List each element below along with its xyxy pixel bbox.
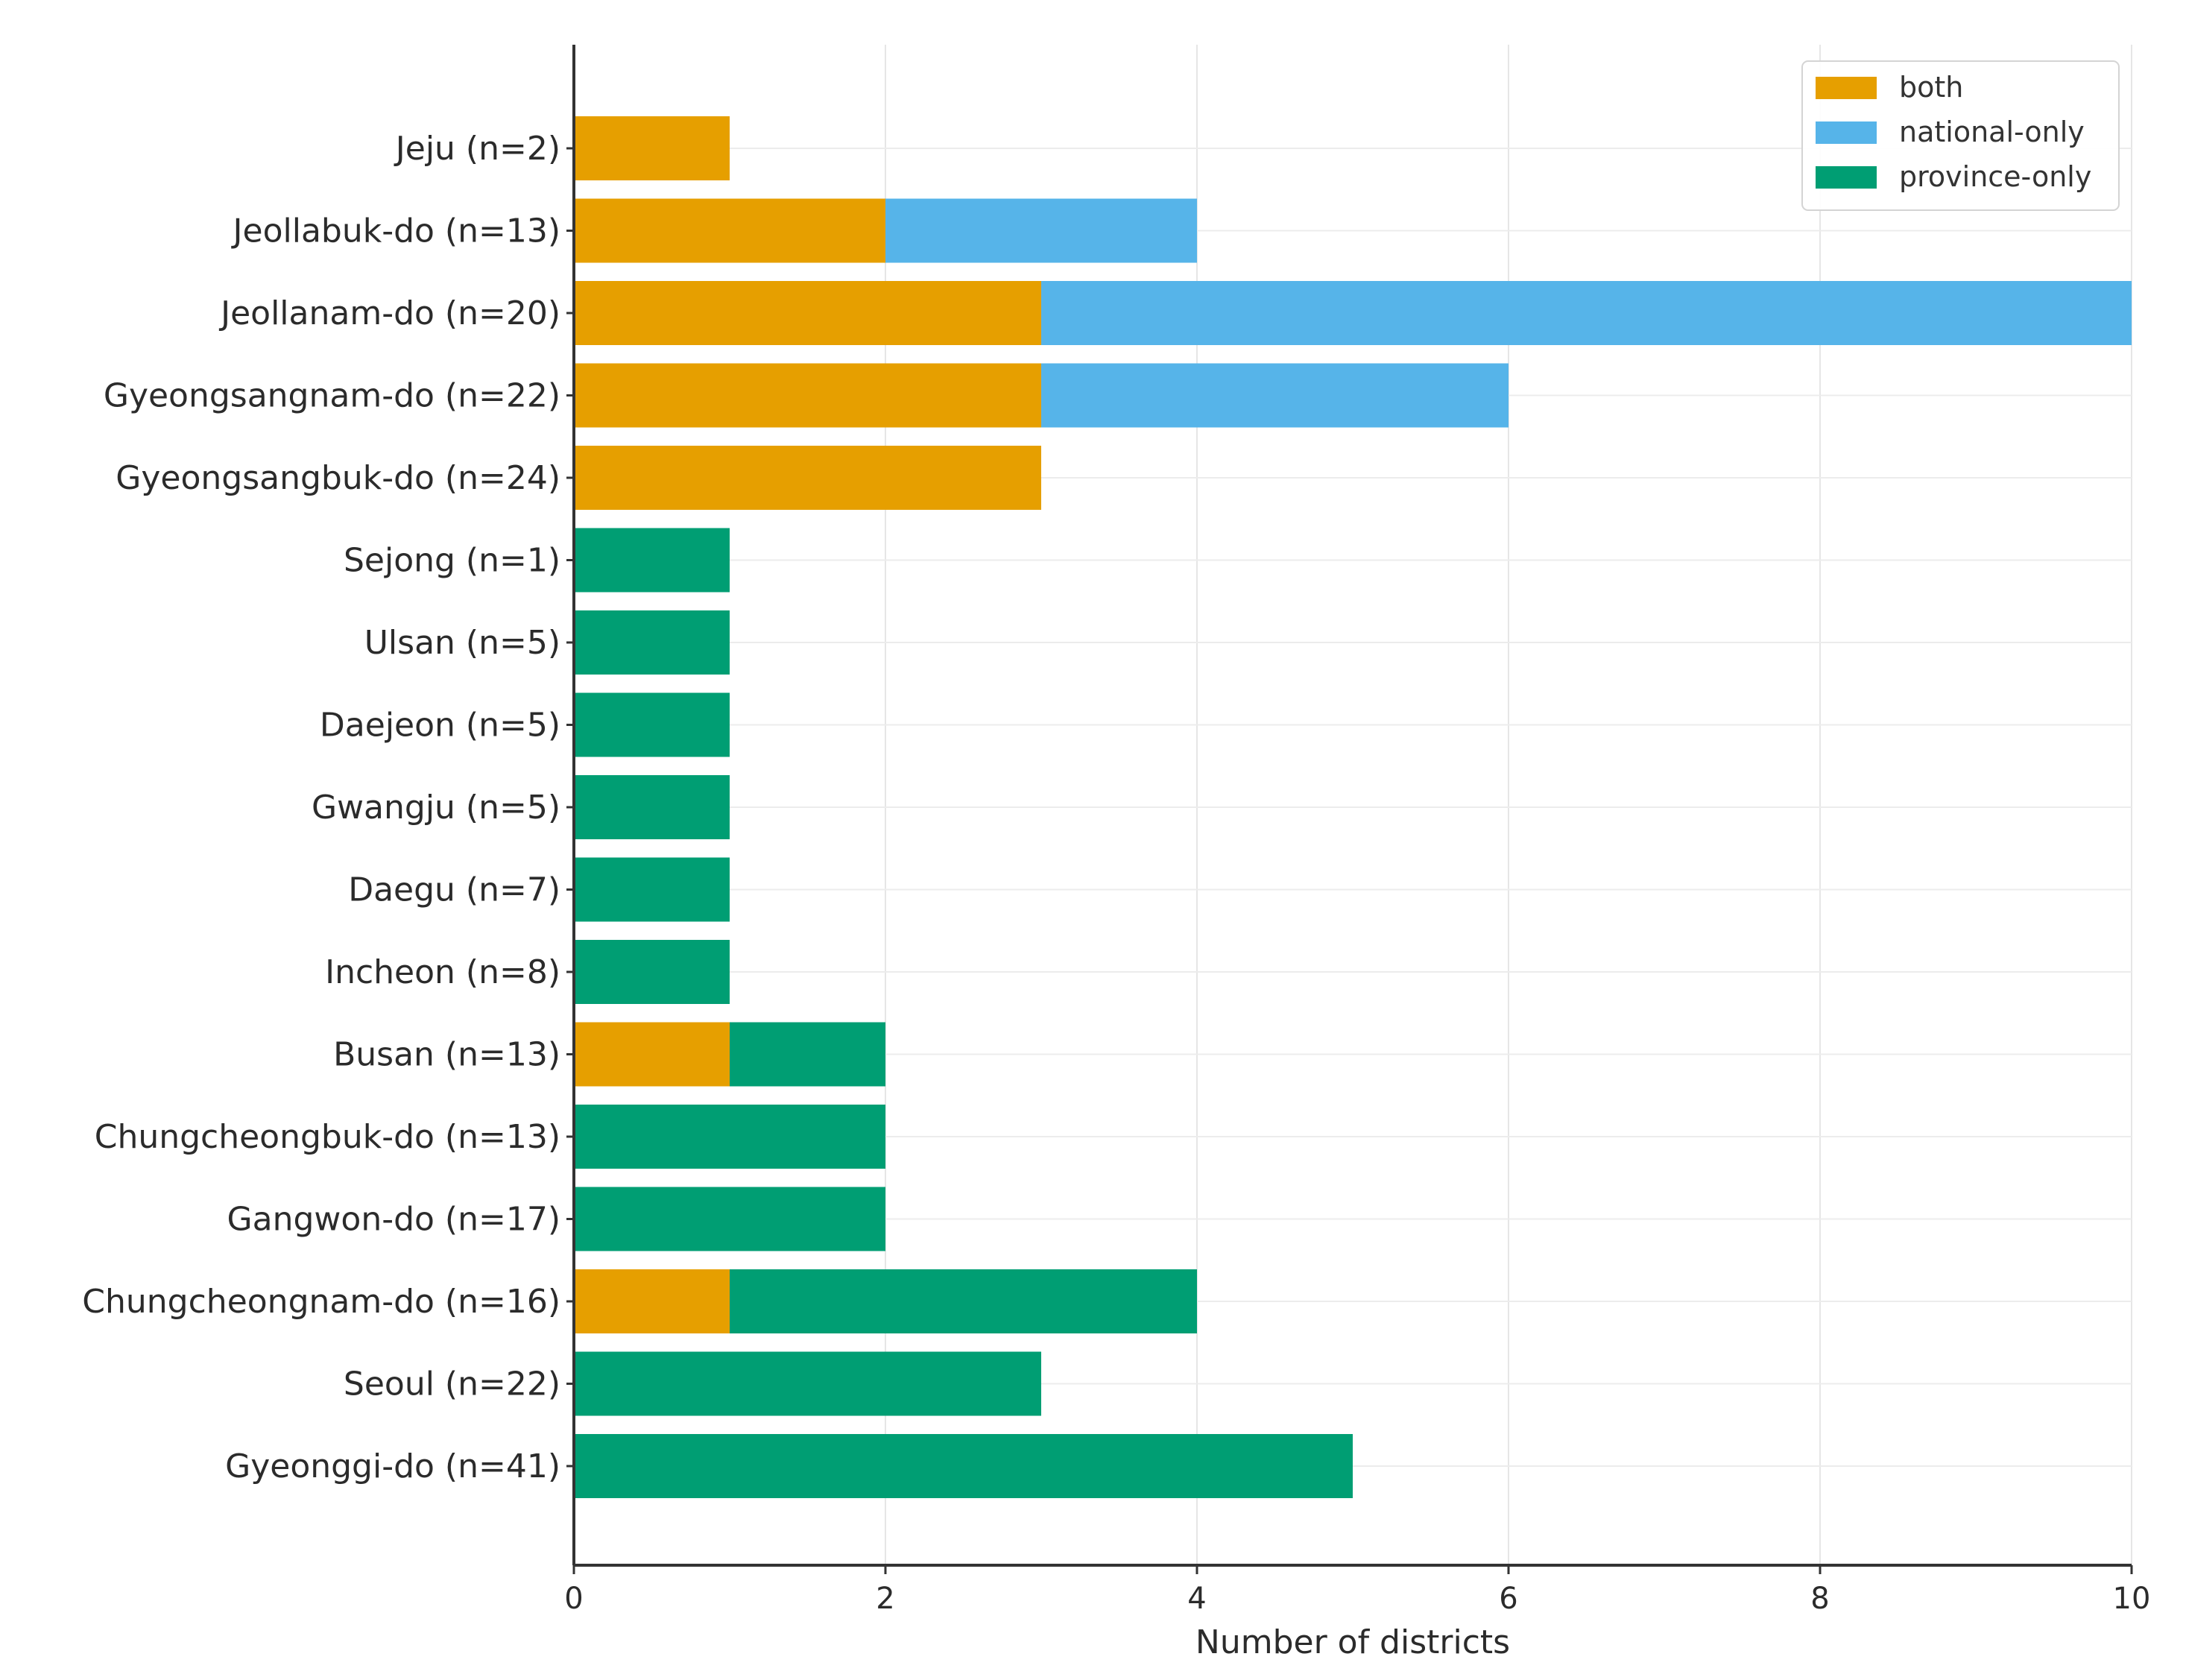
legend: both national-only province-only <box>1801 60 2120 211</box>
bar-segment-province-only <box>730 1269 1197 1333</box>
legend-swatch-both <box>1816 77 1877 99</box>
bar-segment-province-only <box>574 1351 1041 1416</box>
bar-segment-province-only <box>574 528 730 593</box>
x-tick-labels: 0 2 4 6 8 10 <box>564 1582 2150 1616</box>
legend-label-both: both <box>1899 71 1963 104</box>
bar-segment-national-only <box>885 198 1197 263</box>
x-tick-label: 4 <box>1187 1582 1206 1616</box>
grid-lines <box>573 45 2132 1565</box>
y-tick-label: Gangwon-do (n=17) <box>227 1201 560 1239</box>
y-tick-label: Busan (n=13) <box>333 1036 560 1074</box>
bar-segment-province-only <box>574 1434 1353 1498</box>
y-tick-label: Gyeongsangbuk-do (n=24) <box>116 459 560 497</box>
x-tick-label: 2 <box>876 1582 894 1616</box>
bar-segment-province-only <box>574 610 730 675</box>
x-tick-label: 0 <box>564 1582 583 1616</box>
bar-segment-both <box>574 1022 730 1087</box>
bar-segment-province-only <box>574 775 730 839</box>
bar-segment-province-only <box>574 1105 885 1169</box>
y-tick-label: Gyeonggi-do (n=41) <box>225 1447 560 1485</box>
bar-segment-national-only <box>1041 363 1509 428</box>
bar-segment-province-only <box>574 1187 885 1251</box>
axes <box>566 45 2133 1574</box>
y-tick-label: Ulsan (n=5) <box>364 624 560 662</box>
bar-segment-both <box>574 116 730 180</box>
bar-segment-province-only <box>730 1022 885 1087</box>
legend-label-province-only: province-only <box>1899 160 2091 193</box>
bar-segment-both <box>574 1269 730 1333</box>
y-tick-label: Chungcheongnam-do (n=16) <box>82 1283 560 1321</box>
bar-segment-national-only <box>1041 281 2132 345</box>
y-tick-label: Jeollabuk-do (n=13) <box>231 212 560 250</box>
legend-swatch-province-only <box>1816 166 1877 189</box>
y-tick-label: Chungcheongbuk-do (n=13) <box>95 1118 560 1156</box>
bar-segment-both <box>574 198 885 263</box>
y-tick-label: Daejeon (n=5) <box>320 707 560 745</box>
y-tick-labels: Jeju (n=2) Jeollabuk-do (n=13) Jeollanam-d… <box>82 130 560 1485</box>
legend-box <box>1801 60 2120 211</box>
y-tick-label: Sejong (n=1) <box>344 542 560 580</box>
x-axis-title: Number of districts <box>1195 1623 1510 1661</box>
bar-segment-both <box>574 281 1041 345</box>
legend-swatch-national-only <box>1816 121 1877 144</box>
bar-segment-both <box>574 446 1041 510</box>
bar-segment-province-only <box>574 857 730 922</box>
y-tick-label: Jeollanam-do (n=20) <box>218 294 560 332</box>
y-tick-label: Jeju (n=2) <box>394 130 560 168</box>
bar-segment-province-only <box>574 940 730 1004</box>
x-tick-label: 6 <box>1499 1582 1517 1616</box>
bar-segment-both <box>574 363 1041 428</box>
legend-label-national-only: national-only <box>1899 116 2085 148</box>
x-tick-label: 10 <box>2113 1582 2151 1616</box>
bar-segment-province-only <box>574 692 730 757</box>
y-tick-label: Incheon (n=8) <box>325 953 560 991</box>
y-tick-label: Seoul (n=22) <box>344 1365 560 1403</box>
y-tick-label: Gyeongsangnam-do (n=22) <box>104 377 560 415</box>
y-tick-label: Daegu (n=7) <box>348 871 560 909</box>
x-tick-label: 8 <box>1810 1582 1829 1616</box>
y-tick-label: Gwangju (n=5) <box>312 789 560 827</box>
bars <box>574 116 2132 1498</box>
